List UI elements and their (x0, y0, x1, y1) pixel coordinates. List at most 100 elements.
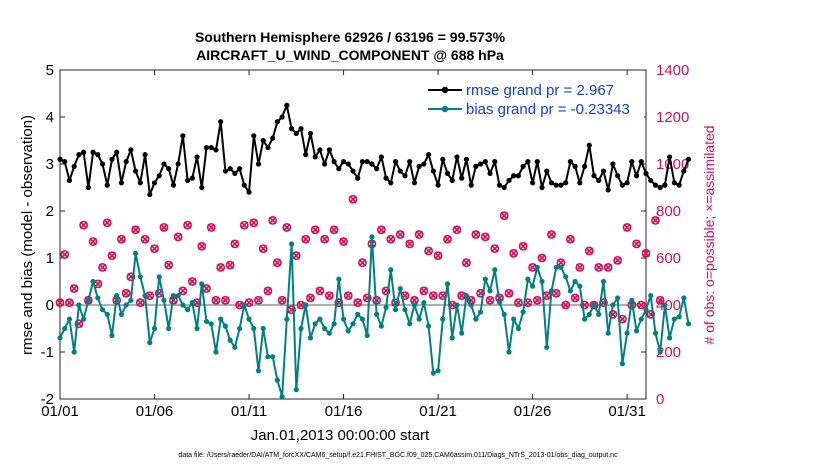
obs-assimilated-point (462, 258, 471, 267)
bias-point (218, 316, 224, 322)
rmse-point (411, 180, 418, 186)
bias-point (336, 276, 342, 282)
obs-possible-point (320, 234, 330, 244)
obs-possible-point (254, 295, 263, 305)
x-axis-label: Jan.01,2013 00:00:00 start (251, 427, 430, 444)
obs-possible-point (140, 234, 150, 244)
obs-possible-point (362, 293, 372, 303)
obs-possible-point (462, 258, 471, 268)
obs-assimilated-point (122, 289, 130, 298)
rmse-point (175, 161, 181, 167)
bias-point (463, 293, 470, 299)
bias-point (156, 274, 162, 280)
rmse-point (317, 147, 323, 153)
rmse-point (426, 152, 432, 158)
rmse-point (619, 182, 625, 188)
obs-possible-point (126, 272, 136, 282)
bias-point (180, 302, 186, 308)
bias-point (454, 302, 460, 308)
bias-point (57, 335, 63, 341)
rmse-point (506, 177, 512, 184)
rmse-point (416, 163, 422, 169)
rmse-point (241, 182, 247, 188)
obs-possible-point (655, 295, 665, 305)
rmse-point (501, 184, 507, 191)
rmse-point (189, 175, 195, 181)
rmse-point (62, 159, 68, 165)
obs-assimilated-point (183, 221, 192, 229)
obs-assimilated-point (98, 263, 107, 272)
obs-possible-point (428, 291, 438, 300)
bias-point (581, 316, 588, 322)
obs-possible-point (263, 286, 273, 296)
rmse-point (544, 168, 550, 174)
obs-assimilated-point (439, 291, 447, 300)
obs-possible-point (183, 220, 192, 230)
rmse-point (492, 159, 498, 165)
obs-assimilated-point (235, 301, 244, 309)
obs-possible-point (485, 295, 495, 305)
obs-possible-point (282, 223, 292, 232)
rmse-point (57, 156, 63, 162)
rmse-point (284, 102, 290, 108)
bias-point (359, 316, 366, 322)
obs-possible-point (532, 295, 542, 305)
obs-possible-point (343, 291, 353, 300)
obs-assimilated-point (349, 195, 357, 204)
rmse-point (525, 159, 531, 165)
bias-point (312, 321, 318, 327)
rmse-point (161, 161, 167, 167)
rmse-point (591, 173, 597, 179)
bias-point (619, 361, 625, 367)
bias-point (288, 241, 295, 247)
obs-assimilated-point (396, 230, 405, 239)
obs-assimilated-point (207, 223, 215, 232)
y-tick-label: 4 (46, 109, 54, 126)
obs-assimilated-point (221, 296, 230, 305)
rmse-point (180, 133, 186, 139)
rmse-point (643, 170, 649, 176)
obs-assimilated-point (509, 249, 518, 258)
obs-assimilated-point (557, 258, 565, 267)
obs-possible-point (636, 300, 646, 310)
rmse-point (109, 156, 115, 162)
y2-axis-label: # of obs: o=possible; ×=assimilated (701, 125, 717, 344)
obs-assimilated-point (453, 226, 461, 234)
bias-point (525, 276, 531, 282)
obs-assimilated-point (576, 263, 584, 272)
obs-possible-point (173, 232, 183, 242)
rmse-point (85, 184, 91, 191)
obs-possible-point (433, 251, 443, 261)
obs-possible-point (613, 255, 623, 265)
obs-possible-point (395, 230, 405, 239)
obs-possible-point (603, 262, 613, 272)
obs-assimilated-point (249, 218, 258, 227)
rmse-point (685, 156, 692, 162)
rmse-series (57, 102, 692, 198)
bias-point (90, 278, 96, 285)
obs-assimilated-point (108, 251, 116, 260)
rmse-point (440, 156, 446, 162)
bias-point (506, 349, 512, 355)
rmse-point (511, 173, 517, 179)
bias-point (563, 274, 569, 280)
rmse-point (624, 180, 630, 186)
obs-possible-point (424, 246, 434, 256)
bias-point (199, 281, 205, 287)
obs-assimilated-point (524, 298, 532, 307)
obs-assimilated-point (547, 230, 556, 239)
bias-point (681, 295, 687, 301)
obs-possible-point (211, 295, 221, 305)
obs-assimilated-point (311, 226, 319, 234)
obs-assimilated-point (552, 289, 560, 298)
obs-possible-point (135, 298, 145, 308)
rmse-point (147, 191, 153, 198)
bias-point (350, 321, 356, 327)
rmse-point (676, 182, 682, 188)
obs-possible-point (547, 230, 556, 239)
obs-possible-point (646, 309, 656, 319)
bias-point (303, 302, 309, 308)
x-tick-label: 01/21 (419, 403, 457, 420)
rmse-point (246, 189, 252, 195)
obs-possible-point (622, 223, 632, 232)
